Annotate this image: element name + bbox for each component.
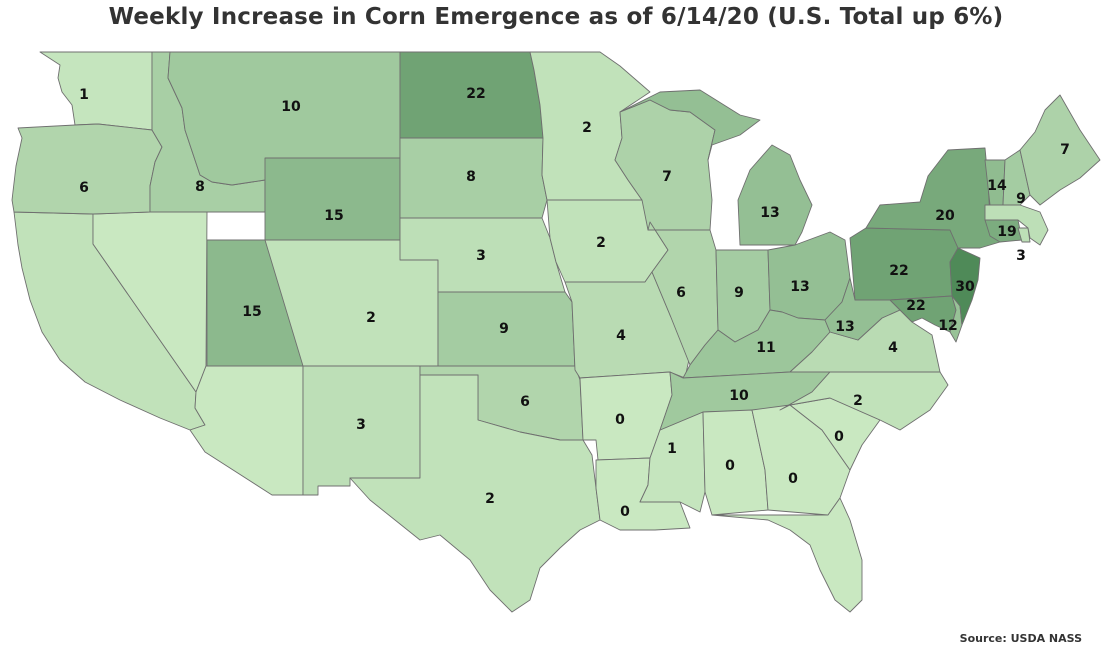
state-label-nc: 2 (853, 393, 863, 409)
state-label-nh: 9 (1016, 191, 1026, 207)
state-label-tx: 2 (485, 491, 495, 507)
state-label-tn: 10 (729, 388, 749, 404)
state-wa (39, 51, 153, 131)
state-label-ri: 3 (1016, 248, 1026, 264)
source-note: Source: USDA NASS (959, 632, 1082, 645)
state-label-or: 6 (79, 180, 89, 196)
state-label-me: 7 (1060, 142, 1070, 158)
state-ri (1017, 227, 1031, 243)
state-label-ar: 0 (615, 412, 625, 428)
state-label-ga: 0 (788, 471, 798, 487)
state-label-ut: 15 (242, 304, 261, 320)
state-label-md: 22 (906, 298, 925, 314)
state-label-wv: 13 (835, 319, 854, 335)
state-or (11, 123, 163, 215)
state-label-mt: 10 (281, 99, 301, 115)
map-title: Weekly Increase in Corn Emergence as of … (108, 4, 1004, 30)
state-label-wy: 15 (324, 208, 343, 224)
state-label-va: 4 (888, 340, 898, 356)
state-mi (619, 89, 813, 246)
state-me (1019, 94, 1101, 206)
state-label-nm: 3 (356, 417, 366, 433)
state-label-id: 8 (195, 179, 205, 195)
state-label-la: 0 (620, 504, 630, 520)
state-label-ks: 9 (499, 321, 509, 337)
state-label-ky: 11 (756, 340, 775, 356)
state-tx (349, 374, 601, 613)
state-label-wa: 1 (79, 87, 89, 103)
state-label-al: 0 (725, 458, 735, 474)
state-label-mo: 4 (616, 328, 626, 344)
state-label-sd: 8 (466, 169, 476, 185)
state-nc (779, 371, 949, 431)
state-label-oh: 13 (790, 279, 809, 295)
state-label-de: 12 (938, 318, 957, 334)
state-label-ct: 19 (997, 224, 1016, 240)
state-label-wi: 7 (662, 169, 672, 185)
state-label-ok: 6 (520, 394, 530, 410)
state-label-ny: 20 (935, 208, 955, 224)
state-ma (984, 204, 1049, 246)
state-label-ne: 3 (476, 248, 486, 264)
state-label-mn: 2 (582, 120, 592, 136)
state-label-vt: 14 (987, 178, 1007, 194)
state-label-pa: 22 (889, 263, 908, 279)
state-wy (264, 157, 401, 241)
state-label-co: 2 (366, 310, 376, 326)
state-label-in: 9 (734, 285, 744, 301)
state-label-il: 6 (676, 285, 686, 301)
state-label-sc: 0 (834, 429, 844, 445)
state-fl (711, 497, 863, 613)
state-label-ms: 1 (667, 441, 677, 457)
state-label-nj: 30 (955, 279, 975, 295)
state-label-ia: 2 (596, 235, 606, 251)
state-label-mi: 13 (760, 205, 779, 221)
state-nj (949, 247, 981, 326)
state-nh (1002, 149, 1031, 206)
state-az (189, 365, 304, 496)
state-label-nd: 22 (466, 86, 485, 102)
